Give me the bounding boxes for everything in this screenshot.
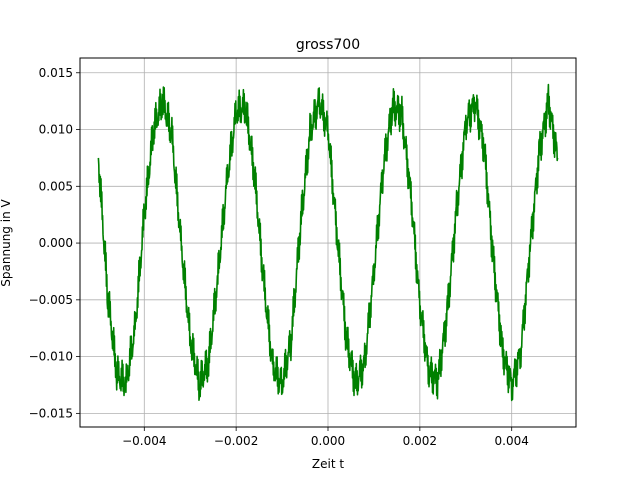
y-tick-label: −0.015 bbox=[29, 406, 73, 420]
y-tick-label: 0.000 bbox=[39, 236, 73, 250]
y-tick-label: 0.010 bbox=[39, 123, 73, 137]
y-axis-label: Spannung in V bbox=[0, 199, 13, 287]
series-line bbox=[97, 83, 559, 402]
x-tick-label: 0.004 bbox=[495, 434, 529, 448]
chart-title: gross700 bbox=[296, 37, 360, 53]
x-tick-label: −0.004 bbox=[122, 434, 166, 448]
x-axis: −0.004 −0.002 0.000 0.002 0.004 bbox=[122, 427, 529, 448]
y-tick-label: −0.010 bbox=[29, 350, 73, 364]
x-tick-label: 0.000 bbox=[311, 434, 345, 448]
y-tick-label: 0.015 bbox=[39, 66, 73, 80]
x-axis-label: Zeit t bbox=[312, 457, 344, 471]
x-tick-label: 0.002 bbox=[403, 434, 437, 448]
y-tick-label: −0.005 bbox=[29, 293, 73, 307]
x-tick-label: −0.002 bbox=[214, 434, 258, 448]
y-axis: −0.015 −0.010 −0.005 0.000 0.005 0.010 0.015 bbox=[29, 66, 80, 420]
y-tick-label: 0.005 bbox=[39, 179, 73, 193]
